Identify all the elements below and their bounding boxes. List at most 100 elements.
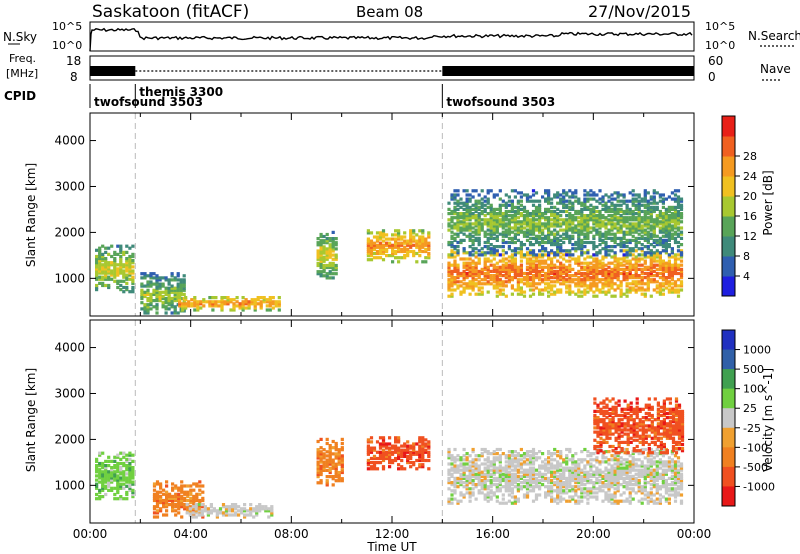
heatmap-cell bbox=[453, 489, 457, 493]
heatmap-cell bbox=[125, 273, 129, 277]
heatmap-cell bbox=[586, 230, 590, 234]
heatmap-cell bbox=[95, 464, 99, 468]
heatmap-cell bbox=[592, 209, 596, 214]
heatmap-cell bbox=[601, 261, 605, 265]
heatmap-cell bbox=[673, 271, 678, 276]
heatmap-cell bbox=[152, 288, 156, 292]
heatmap-cell bbox=[547, 276, 551, 280]
heatmap-cell bbox=[571, 468, 575, 472]
heatmap-cell bbox=[331, 458, 335, 462]
heatmap-cell bbox=[450, 216, 454, 220]
heatmap-cell bbox=[483, 222, 487, 226]
heatmap-cell bbox=[646, 288, 650, 292]
heatmap-cell bbox=[550, 292, 554, 296]
heatmap-cell bbox=[418, 438, 422, 442]
heatmap-cell bbox=[586, 232, 590, 236]
heatmap-cell bbox=[319, 239, 323, 243]
heatmap-cell bbox=[391, 233, 395, 237]
heatmap-cell bbox=[631, 282, 635, 286]
heatmap-cell bbox=[424, 438, 428, 442]
heatmap-cell bbox=[604, 282, 608, 286]
heatmap-cell bbox=[474, 454, 478, 458]
heatmap-cell bbox=[495, 476, 499, 480]
heatmap-cell bbox=[95, 457, 99, 461]
heatmap-cell bbox=[489, 236, 493, 240]
heatmap-cell bbox=[586, 487, 590, 491]
heatmap-cell bbox=[625, 483, 629, 487]
heatmap-cell bbox=[538, 249, 542, 253]
heatmap-cell bbox=[501, 452, 505, 456]
heatmap-cell bbox=[453, 481, 457, 485]
heatmap-cell bbox=[519, 243, 523, 247]
heatmap-cell bbox=[637, 267, 641, 271]
heatmap-cell bbox=[462, 216, 466, 220]
heatmap-cell bbox=[498, 466, 502, 470]
heatmap-cell bbox=[634, 290, 638, 294]
heatmap-cell bbox=[427, 442, 431, 446]
heatmap-cell bbox=[525, 474, 530, 478]
heatmap-cell bbox=[595, 193, 599, 197]
heatmap-cell bbox=[176, 286, 180, 290]
heatmap-cell bbox=[547, 230, 551, 234]
heatmap-cell bbox=[661, 228, 665, 232]
heatmap-cell bbox=[140, 292, 144, 296]
heatmap-cell bbox=[562, 470, 566, 474]
heatmap-cell bbox=[394, 256, 398, 260]
heatmap-cell bbox=[643, 282, 647, 286]
heatmap-cell bbox=[378, 454, 383, 458]
heatmap-cell bbox=[622, 485, 626, 489]
heatmap-cell bbox=[589, 230, 593, 234]
heatmap-cell bbox=[649, 259, 653, 263]
heatmap-cell bbox=[480, 454, 484, 458]
heatmap-cell bbox=[513, 497, 517, 501]
heatmap-cell bbox=[495, 452, 499, 456]
heatmap-cell bbox=[131, 279, 135, 283]
heatmap-cell bbox=[562, 201, 566, 205]
heatmap-cell bbox=[556, 288, 560, 292]
heatmap-cell bbox=[619, 249, 623, 253]
heatmap-cell bbox=[586, 450, 590, 454]
heatmap-cell bbox=[640, 247, 644, 251]
heatmap-cell bbox=[418, 239, 422, 243]
heatmap-cell bbox=[562, 460, 566, 464]
heatmap-cell bbox=[189, 484, 193, 488]
heatmap-cell bbox=[601, 269, 605, 273]
heatmap-cell bbox=[658, 265, 662, 269]
heatmap-cell bbox=[462, 271, 466, 276]
heatmap-cell bbox=[574, 230, 578, 234]
heatmap-cell bbox=[565, 483, 569, 487]
heatmap-cell bbox=[643, 216, 647, 220]
heatmap-cell bbox=[143, 274, 147, 278]
heatmap-cell bbox=[550, 288, 554, 292]
heatmap-cell bbox=[194, 505, 198, 509]
heatmap-cell bbox=[616, 470, 620, 474]
heatmap-cell bbox=[131, 480, 135, 484]
heatmap-cell bbox=[447, 267, 451, 271]
heatmap-cell bbox=[586, 249, 590, 253]
heatmap-cell bbox=[495, 458, 499, 462]
heatmap-cell bbox=[465, 218, 469, 222]
heatmap-cell bbox=[391, 243, 395, 247]
heatmap-cell bbox=[101, 484, 105, 488]
heatmap-cell bbox=[101, 472, 105, 476]
heatmap-cell bbox=[187, 300, 191, 304]
heatmap-cell bbox=[640, 199, 644, 203]
heatmap-cell bbox=[125, 257, 129, 261]
heatmap-cell bbox=[110, 472, 114, 476]
heatmap-cell bbox=[556, 232, 560, 236]
heatmap-cell bbox=[565, 259, 569, 263]
heatmap-cell bbox=[628, 232, 632, 236]
heatmap-cell bbox=[480, 189, 484, 193]
heatmap-cell bbox=[241, 306, 245, 310]
heatmap-cell bbox=[453, 269, 457, 273]
heatmap-cell bbox=[258, 507, 262, 511]
heatmap-cell bbox=[577, 499, 581, 503]
heatmap-cell bbox=[143, 294, 147, 299]
heatmap-cell bbox=[574, 282, 578, 286]
heatmap-cell bbox=[152, 498, 157, 503]
heatmap-cell bbox=[164, 290, 168, 294]
heatmap-cell bbox=[583, 222, 587, 226]
heatmap-cell bbox=[453, 259, 457, 263]
heatmap-cell bbox=[340, 470, 344, 475]
heatmap-cell bbox=[465, 197, 469, 201]
